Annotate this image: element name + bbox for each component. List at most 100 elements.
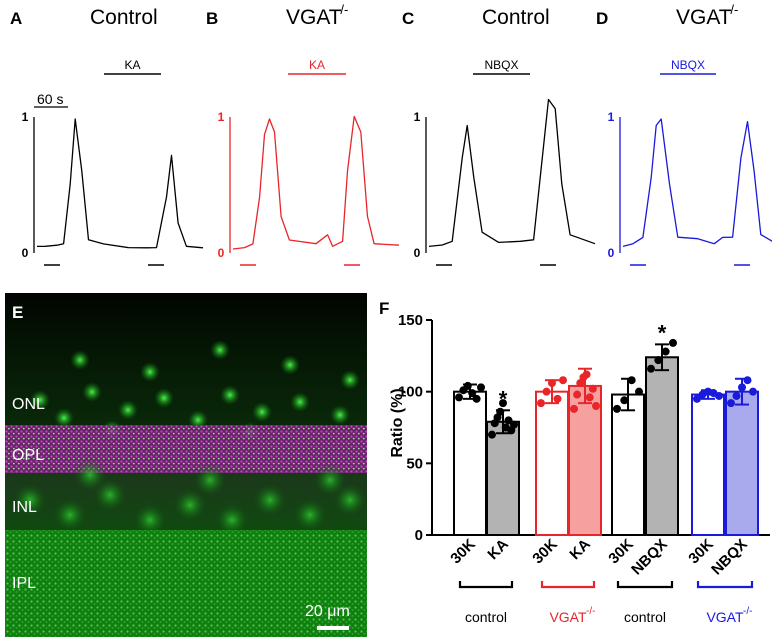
- data-point: [620, 396, 629, 405]
- calcium-trace-line: [428, 98, 596, 248]
- bar-30k: [453, 390, 487, 536]
- inner-nuclear-cell: [133, 503, 167, 537]
- calcium-trace-line: [36, 118, 204, 249]
- micrograph-panel: E ONL OPL INL IPL 20 μm: [5, 293, 367, 637]
- group-bracket: [616, 581, 674, 589]
- data-point: [727, 399, 735, 408]
- x-tick-label: 30K: [529, 536, 561, 568]
- photoreceptor-cell: [70, 350, 90, 370]
- x-tick-label: NBQX: [628, 536, 671, 579]
- data-point: [647, 364, 655, 373]
- data-point: [573, 390, 582, 399]
- panel-title: VGAT: [286, 6, 342, 29]
- data-point: [455, 393, 463, 402]
- panel-title: Control: [482, 6, 550, 29]
- data-point: [477, 383, 485, 392]
- data-point: [693, 394, 701, 403]
- panel-title-superscript: -/-: [726, 2, 738, 17]
- x-tick-label: NBQX: [708, 536, 751, 579]
- data-point: [627, 376, 636, 385]
- inner-nuclear-cell: [253, 483, 287, 517]
- data-point: [635, 387, 643, 396]
- panel-letter-c: C: [402, 9, 414, 28]
- layer-label-ipl: IPL: [12, 575, 36, 592]
- group-bracket: [458, 581, 514, 589]
- data-point: [738, 383, 746, 392]
- trace-y-tick-top: 1: [414, 110, 421, 124]
- drug-label: NBQX: [671, 58, 705, 72]
- panel-letter-e: E: [12, 303, 23, 322]
- trace-panel-d: D VGAT-/- NBQX 1 0: [596, 2, 772, 266]
- bar-30k: [611, 393, 645, 536]
- photoreceptor-cell: [30, 390, 50, 410]
- trace-y-tick-top: 1: [608, 110, 615, 124]
- data-point: [732, 391, 741, 400]
- trace-y-tick-top: 1: [218, 110, 225, 124]
- inner-nuclear-cell: [13, 483, 47, 517]
- y-tick-label: 0: [415, 527, 423, 544]
- photoreceptor-cell: [210, 340, 230, 360]
- data-point: [749, 387, 757, 396]
- data-point: [537, 399, 545, 408]
- inner-nuclear-cell: [313, 463, 347, 497]
- data-point: [585, 393, 594, 402]
- drug-label: KA: [124, 58, 140, 72]
- y-tick-label: 50: [406, 455, 423, 472]
- group-label-superscript: -/-: [743, 606, 752, 617]
- inner-nuclear-cell: [173, 488, 207, 522]
- trace-y-tick-bottom: 0: [22, 246, 29, 260]
- data-point: [654, 356, 663, 365]
- photoreceptor-cell: [340, 370, 360, 390]
- photoreceptor-cell: [252, 402, 272, 422]
- panel-title: VGAT: [676, 6, 732, 29]
- data-point: [743, 376, 752, 385]
- inner-nuclear-cell: [215, 503, 249, 537]
- trace-y-tick-bottom: 0: [414, 246, 421, 260]
- x-tick-label: 30K: [447, 536, 479, 568]
- trace-y-tick-bottom: 0: [218, 246, 225, 260]
- panel-title: Control: [90, 6, 158, 29]
- panel-letter-f: F: [379, 299, 389, 318]
- trace-y-tick-bottom: 0: [608, 246, 615, 260]
- photoreceptor-cell: [54, 408, 74, 428]
- group-bracket: [540, 581, 596, 589]
- y-axis-label: Ratio (%): [389, 388, 406, 457]
- group-bracket: [696, 581, 754, 589]
- data-point: [542, 387, 551, 396]
- panel-letter-b: B: [206, 9, 218, 28]
- bar-nbqx: [725, 390, 759, 536]
- bar-ka: [486, 420, 520, 536]
- photoreceptor-cell: [220, 385, 240, 405]
- data-point: [582, 370, 591, 379]
- data-point: [715, 391, 723, 400]
- layer-label-inl: INL: [12, 499, 37, 516]
- data-point: [570, 404, 578, 413]
- group-label-superscript: -/-: [586, 606, 595, 617]
- inl-cells: [13, 458, 367, 537]
- data-point: [463, 381, 472, 390]
- panel-letter-d: D: [596, 9, 608, 28]
- group-label: control: [465, 609, 507, 625]
- data-point: [504, 416, 513, 425]
- data-point: [499, 399, 507, 408]
- photoreceptor-cell: [140, 362, 160, 382]
- bar-30k: [535, 390, 569, 536]
- data-point: [613, 404, 621, 413]
- photoreceptor-cell: [82, 382, 102, 402]
- inner-nuclear-cell: [73, 458, 107, 492]
- data-point: [496, 407, 505, 416]
- x-tick-label: KA: [484, 536, 511, 563]
- trace-y-tick-top: 1: [22, 110, 29, 124]
- significance-star: *: [499, 386, 508, 411]
- group-label: VGAT: [706, 609, 744, 625]
- inner-nuclear-cell: [53, 498, 87, 532]
- data-point: [510, 420, 518, 429]
- photoreceptor-cell: [154, 388, 174, 408]
- y-tick-label: 150: [398, 312, 423, 329]
- bar-30k: [691, 393, 725, 536]
- inner-nuclear-cell: [193, 463, 227, 497]
- photoreceptor-cell: [290, 392, 310, 412]
- trace-panel-a: A Control KA 1 0 60 s: [10, 6, 204, 266]
- inner-nuclear-cell: [293, 498, 327, 532]
